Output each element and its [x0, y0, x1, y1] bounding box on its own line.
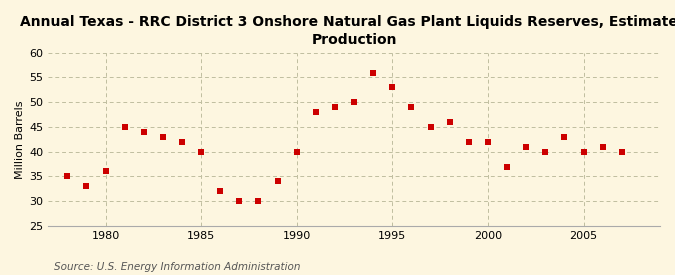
- Point: [292, 150, 302, 154]
- Point: [272, 179, 283, 184]
- Point: [483, 140, 493, 144]
- Point: [138, 130, 149, 134]
- Point: [444, 120, 455, 124]
- Point: [368, 70, 379, 75]
- Point: [578, 150, 589, 154]
- Point: [406, 105, 417, 109]
- Point: [157, 135, 168, 139]
- Point: [464, 140, 475, 144]
- Point: [100, 169, 111, 174]
- Point: [425, 125, 436, 129]
- Point: [502, 164, 512, 169]
- Point: [234, 199, 245, 203]
- Point: [62, 174, 73, 179]
- Y-axis label: Million Barrels: Million Barrels: [15, 100, 25, 178]
- Point: [215, 189, 225, 193]
- Point: [540, 150, 551, 154]
- Point: [520, 145, 531, 149]
- Point: [177, 140, 188, 144]
- Point: [81, 184, 92, 188]
- Point: [329, 105, 340, 109]
- Point: [387, 85, 398, 90]
- Title: Annual Texas - RRC District 3 Onshore Natural Gas Plant Liquids Reserves, Estima: Annual Texas - RRC District 3 Onshore Na…: [20, 15, 675, 47]
- Point: [310, 110, 321, 114]
- Point: [559, 135, 570, 139]
- Point: [597, 145, 608, 149]
- Point: [349, 100, 360, 104]
- Point: [253, 199, 264, 203]
- Text: Source: U.S. Energy Information Administration: Source: U.S. Energy Information Administ…: [54, 262, 300, 272]
- Point: [119, 125, 130, 129]
- Point: [616, 150, 627, 154]
- Point: [196, 150, 207, 154]
